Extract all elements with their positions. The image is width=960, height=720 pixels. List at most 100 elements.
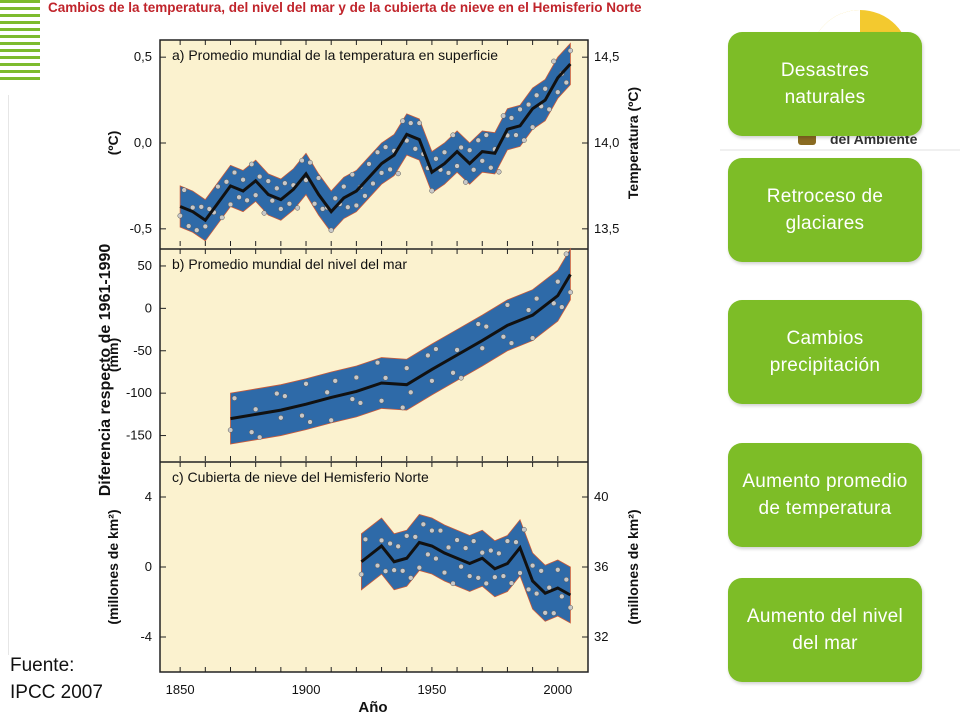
data-point — [500, 334, 507, 340]
data-point — [353, 202, 360, 209]
data-point — [412, 534, 418, 540]
y-tick-label: -150 — [126, 428, 152, 443]
data-point — [202, 223, 208, 230]
y2-tick-label: 13,5 — [594, 221, 619, 236]
data-point — [521, 137, 527, 143]
y-tick-label: 0,5 — [134, 49, 152, 64]
data-point — [525, 586, 532, 593]
data-point — [425, 551, 431, 558]
data-point — [282, 180, 288, 186]
data-point — [500, 113, 507, 119]
data-point — [471, 167, 477, 173]
button-label: Retroceso de glaciares — [766, 186, 884, 234]
data-point — [445, 544, 452, 551]
data-point — [353, 374, 360, 381]
y2-tick-label: 36 — [594, 559, 608, 574]
data-point — [370, 180, 376, 187]
data-point — [429, 378, 435, 384]
data-point — [479, 345, 485, 351]
data-point — [274, 185, 280, 191]
y2-unit-label: (millones de km²) — [625, 509, 641, 624]
y-tick-label: 50 — [138, 258, 152, 273]
y2-unit-label: Temperatura (ºC) — [625, 87, 641, 199]
data-point — [458, 144, 464, 151]
data-point — [378, 170, 385, 176]
data-point — [404, 365, 410, 371]
data-point — [307, 159, 313, 166]
data-point — [244, 197, 250, 203]
series-line — [179, 63, 572, 223]
button-label: Desastres naturales — [780, 60, 870, 108]
data-point — [462, 179, 469, 185]
data-point — [190, 204, 196, 211]
data-point — [408, 575, 414, 581]
y-tick-label: -4 — [140, 629, 152, 644]
data-point — [538, 568, 544, 574]
data-point — [433, 156, 439, 162]
shared-xlabel: Año — [358, 699, 387, 716]
data-point — [349, 396, 355, 402]
y-tick-label: 0,0 — [134, 135, 152, 150]
data-point — [425, 352, 431, 359]
retroceso-glaciares-button[interactable]: Retroceso de glaciares — [728, 158, 922, 262]
data-point — [303, 381, 309, 387]
data-point — [559, 593, 565, 600]
panel-title: b) Promedio mundial del nivel del mar — [172, 256, 407, 272]
data-point — [508, 340, 515, 346]
data-point — [374, 149, 381, 155]
data-point — [366, 161, 372, 167]
data-point — [479, 550, 485, 556]
data-point — [315, 175, 322, 181]
data-point — [429, 527, 435, 534]
data-point — [450, 132, 456, 138]
data-point — [227, 201, 234, 208]
data-point — [341, 183, 347, 190]
data-point — [378, 398, 385, 404]
data-point — [475, 321, 481, 327]
desastres-naturales-button[interactable]: Desastres naturales — [728, 32, 922, 136]
data-point — [198, 204, 204, 210]
data-point — [387, 166, 393, 173]
data-point — [215, 183, 221, 190]
data-point — [437, 527, 444, 534]
data-point — [307, 419, 313, 425]
data-point — [261, 210, 267, 216]
data-point — [186, 223, 192, 229]
data-point — [395, 170, 401, 177]
data-point — [433, 346, 439, 352]
data-point — [500, 573, 507, 579]
aumento-temperatura-button[interactable]: Aumento promedio de temperatura — [728, 443, 922, 547]
data-point — [408, 389, 414, 395]
data-point — [504, 538, 511, 544]
data-point — [467, 573, 473, 579]
data-point — [567, 604, 574, 611]
data-point — [567, 289, 574, 295]
y2-tick-label: 40 — [594, 489, 608, 504]
data-point — [555, 278, 561, 285]
data-point — [475, 137, 481, 143]
data-point — [563, 79, 569, 86]
aumento-nivel-mar-button[interactable]: Aumento del nivel del mar — [728, 578, 922, 682]
data-point — [551, 58, 557, 64]
data-point — [227, 427, 234, 433]
data-point — [408, 120, 414, 126]
data-point — [382, 568, 389, 574]
source-value: IPCC 2007 — [10, 682, 103, 703]
data-point — [471, 538, 477, 544]
data-point — [328, 417, 334, 423]
cambios-precipitacion-button[interactable]: Cambios precipitación — [728, 300, 922, 404]
panel-title: a) Promedio mundial de la temperatura en… — [172, 47, 498, 63]
data-point — [429, 188, 435, 194]
data-point — [299, 412, 305, 419]
data-point — [357, 400, 364, 406]
data-point — [257, 434, 263, 440]
x-tick-label: 1850 — [166, 682, 195, 697]
data-point — [529, 562, 536, 569]
y-tick-label: -50 — [133, 343, 152, 358]
data-point — [433, 555, 439, 562]
data-point — [311, 201, 318, 207]
data-point — [345, 204, 351, 210]
data-point — [496, 550, 502, 556]
data-point — [517, 106, 523, 113]
data-point — [395, 543, 401, 549]
